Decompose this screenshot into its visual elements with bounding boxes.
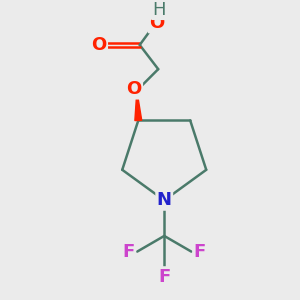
Polygon shape xyxy=(135,91,142,121)
Text: F: F xyxy=(122,243,135,261)
Text: O: O xyxy=(149,14,164,32)
Text: F: F xyxy=(194,243,206,261)
Text: F: F xyxy=(158,268,170,286)
Text: O: O xyxy=(91,36,106,54)
Text: N: N xyxy=(157,191,172,209)
Text: H: H xyxy=(152,1,166,19)
Text: O: O xyxy=(126,80,142,98)
